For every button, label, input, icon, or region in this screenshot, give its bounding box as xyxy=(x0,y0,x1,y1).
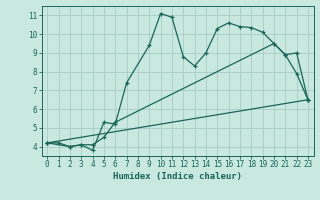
X-axis label: Humidex (Indice chaleur): Humidex (Indice chaleur) xyxy=(113,172,242,181)
